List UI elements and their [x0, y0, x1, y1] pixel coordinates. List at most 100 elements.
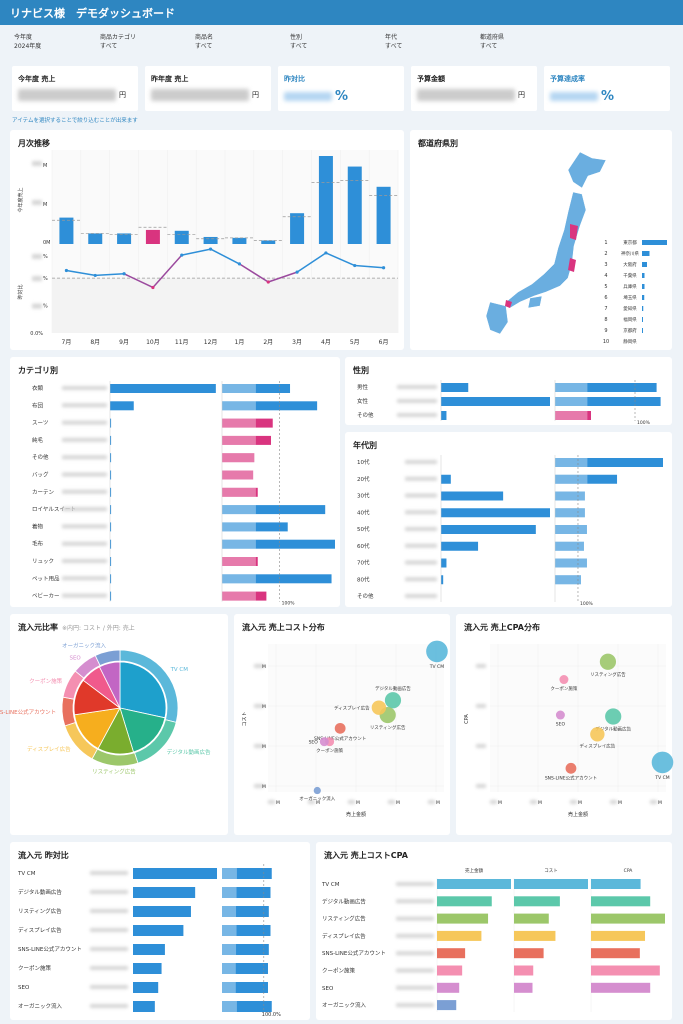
sales-bar[interactable]	[441, 383, 469, 392]
sales-bar[interactable]	[110, 470, 112, 480]
sales-bar[interactable]	[441, 525, 536, 534]
sales-bar[interactable]	[441, 474, 451, 484]
prefecture-bar[interactable]	[642, 273, 645, 278]
sales-bar[interactable]	[437, 913, 489, 924]
cost-bar[interactable]	[514, 930, 556, 941]
filter-5[interactable]: 都道府県 すべて	[480, 33, 504, 51]
yoy-point[interactable]	[180, 253, 184, 257]
shikoku-region[interactable]	[527, 295, 543, 309]
sales-bar[interactable]	[133, 944, 165, 955]
sales-bar[interactable]	[174, 230, 189, 244]
filter-value[interactable]: すべて	[480, 43, 498, 50]
kyushu-region[interactable]	[485, 301, 509, 335]
sales-slice[interactable]	[61, 696, 76, 727]
yoy-bar[interactable]	[222, 557, 258, 566]
yoy-bar[interactable]	[222, 982, 268, 993]
cpa-bar[interactable]	[591, 913, 665, 924]
yoy-bar[interactable]	[555, 508, 585, 518]
prefecture-bar[interactable]	[642, 262, 647, 267]
sales-bar[interactable]	[441, 411, 447, 420]
sales-bar[interactable]	[133, 925, 184, 936]
bubble[interactable]	[605, 708, 622, 725]
filter-0[interactable]: 今年度 2024年度	[14, 33, 41, 51]
bubble[interactable]	[319, 737, 329, 747]
cost-slice[interactable]	[98, 661, 121, 709]
filter-1[interactable]: 商品カテゴリ すべて	[100, 33, 136, 51]
sales-bar[interactable]	[110, 574, 112, 584]
sales-bar[interactable]	[437, 965, 463, 976]
sales-bar[interactable]	[318, 156, 333, 244]
cpa-bar[interactable]	[591, 879, 641, 889]
yoy-bar[interactable]	[222, 591, 267, 601]
sales-bar[interactable]	[441, 397, 550, 406]
sales-bar[interactable]	[441, 508, 550, 518]
yoy-point[interactable]	[64, 268, 69, 273]
yoy-bar[interactable]	[555, 491, 585, 501]
cost-bar[interactable]	[514, 896, 560, 907]
bubble[interactable]	[426, 640, 448, 663]
bubble[interactable]	[334, 722, 346, 734]
sales-bar[interactable]	[290, 213, 305, 244]
sales-bar[interactable]	[437, 930, 482, 941]
yoy-bar[interactable]	[555, 458, 663, 467]
cpa-bar[interactable]	[591, 896, 651, 907]
cost-bar[interactable]	[514, 948, 544, 959]
filter-value[interactable]: すべて	[100, 43, 118, 50]
yoy-bar[interactable]	[222, 963, 268, 974]
prefecture-map[interactable]: 1 東京都 2 神奈川県 3 大阪府 4 千葉県 5 兵庫県 6 埼玉県 7 愛知県 8 福岡県 9 京都府 10 静…	[410, 130, 672, 350]
sales-bar[interactable]	[203, 236, 218, 244]
sales-bar[interactable]	[437, 948, 466, 959]
yoy-bar[interactable]	[222, 487, 258, 497]
filter-value[interactable]: 2024年度	[14, 43, 42, 50]
bubble[interactable]	[599, 653, 617, 670]
tokyo-highlight[interactable]	[568, 258, 576, 272]
sales-bar[interactable]	[441, 558, 447, 568]
yoy-point[interactable]	[151, 285, 155, 290]
yoy-point[interactable]	[237, 262, 242, 266]
prefecture-bar[interactable]	[642, 240, 667, 245]
prefecture-bar[interactable]	[642, 251, 650, 256]
sales-bar[interactable]	[110, 522, 112, 532]
yoy-bar[interactable]	[555, 397, 661, 406]
honshu-region[interactable]	[505, 191, 587, 309]
cost-bar[interactable]	[514, 965, 534, 976]
yoy-bar[interactable]	[222, 401, 318, 411]
yoy-bar[interactable]	[222, 868, 272, 879]
sales-bar[interactable]	[110, 539, 112, 549]
sales-bar[interactable]	[232, 237, 247, 244]
yoy-bar[interactable]	[222, 944, 269, 955]
bubble[interactable]	[384, 692, 402, 709]
bubble[interactable]	[651, 751, 674, 774]
sales-bar[interactable]	[117, 233, 132, 244]
filter-4[interactable]: 年代 すべて	[385, 33, 402, 51]
bubble[interactable]	[371, 700, 387, 715]
hokkaido-region[interactable]	[567, 151, 607, 189]
yoy-bar[interactable]	[222, 522, 288, 532]
sales-bar[interactable]	[133, 1001, 155, 1012]
yoy-bar[interactable]	[222, 887, 271, 898]
japan-map[interactable]	[485, 151, 607, 335]
yoy-point[interactable]	[122, 272, 126, 276]
yoy-point[interactable]	[353, 263, 357, 268]
yoy-point[interactable]	[295, 270, 299, 274]
filter-value[interactable]: すべて	[195, 43, 213, 50]
yoy-bar[interactable]	[222, 384, 291, 393]
sales-slice[interactable]	[94, 649, 121, 667]
yoy-bar[interactable]	[555, 525, 587, 534]
bubble[interactable]	[559, 675, 569, 685]
sales-bar[interactable]	[59, 217, 74, 244]
cost-slice[interactable]	[119, 661, 167, 719]
sales-bar[interactable]	[347, 166, 362, 244]
filter-value[interactable]: すべて	[385, 43, 403, 50]
sales-bar[interactable]	[133, 963, 162, 974]
sales-bar[interactable]	[110, 557, 112, 566]
yoy-bar[interactable]	[222, 925, 271, 936]
sales-bar[interactable]	[88, 233, 103, 244]
cost-bar[interactable]	[514, 913, 549, 924]
filter-2[interactable]: 商品名 すべて	[195, 33, 213, 51]
yoy-point[interactable]	[381, 266, 386, 270]
sales-bar[interactable]	[376, 186, 391, 244]
sales-bar[interactable]	[133, 906, 191, 917]
yoy-point[interactable]	[324, 251, 328, 255]
prefecture-bar[interactable]	[642, 328, 643, 333]
